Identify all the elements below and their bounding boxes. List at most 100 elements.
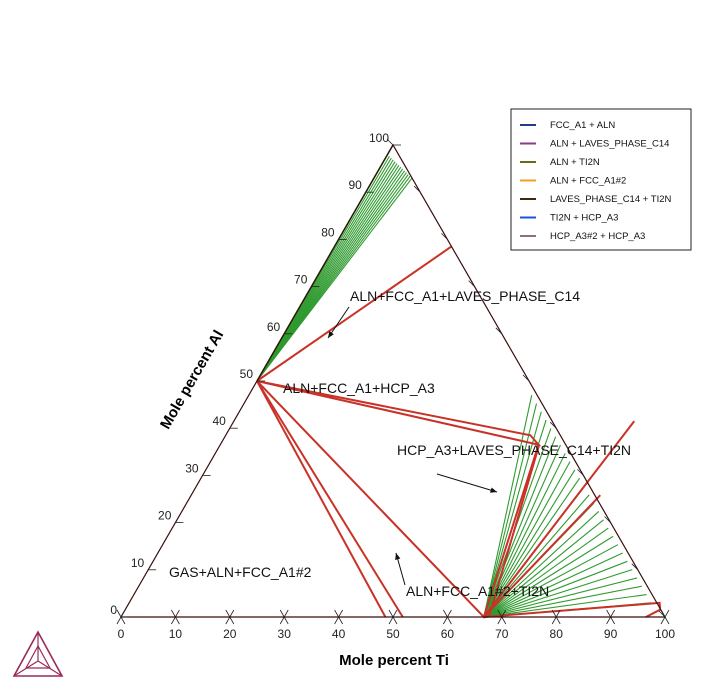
- x-tick-mark: [388, 609, 398, 625]
- x-tick-label: 10: [169, 627, 183, 641]
- region-label-aln-fcc-hcp: ALN+FCC_A1+HCP_A3: [283, 380, 435, 396]
- x-tick-label: 80: [550, 627, 564, 641]
- x-tick-mark: [334, 609, 343, 625]
- region-label-gas-aln-fcc2: GAS+ALN+FCC_A1#2: [169, 564, 312, 580]
- logo-inner-triangle: [24, 644, 52, 669]
- legend-entries: FCC_A1 + ALN ALN + LAVES_PHASE_C14 ALN + T…: [520, 120, 672, 242]
- y-tick-label: 100: [369, 131, 389, 145]
- tie-line-lower: [483, 403, 538, 618]
- right-tick-mark: [549, 421, 557, 429]
- logo-line-b: [13, 660, 39, 677]
- y-tick-label: 10: [131, 556, 145, 570]
- y-tick-label: 90: [348, 178, 362, 192]
- tie-line-lower: [483, 395, 533, 618]
- legend-label: LAVES_PHASE_C14 + TI2N: [550, 194, 672, 205]
- right-tick-mark: [631, 563, 639, 571]
- tie-line-lower: [483, 436, 557, 618]
- triangle-hcp-laves-ti2n: [483, 420, 636, 618]
- legend-label: ALN + TI2N: [550, 157, 600, 168]
- legend: FCC_A1 + ALN ALN + LAVES_PHASE_C14 ALN + T…: [510, 108, 692, 251]
- x-tick-label: 60: [441, 627, 455, 641]
- tie-line-lower: [483, 585, 642, 618]
- x-tick-label: 90: [604, 627, 618, 641]
- x-tick-label: 100: [655, 627, 675, 641]
- legend-label: TI2N + HCP_A3: [550, 213, 618, 224]
- tie-line-lower: [483, 469, 576, 618]
- y-tick-label: 70: [294, 273, 308, 287]
- tie-line-lower: [483, 577, 638, 618]
- triangle-gas-edge-a: [256, 380, 387, 618]
- right-tick-mark: [522, 374, 530, 382]
- logo-outer-triangle: [12, 630, 64, 677]
- arrow-hcp-laves-ti2n-head: [490, 487, 497, 493]
- triangle-small-right: [645, 608, 662, 618]
- x-tick-mark: [225, 609, 235, 625]
- x-tick-mark: [660, 609, 670, 625]
- x-tick-label: 70: [495, 627, 509, 641]
- tie-line-fans: [256, 144, 652, 618]
- y-tick-label: 20: [158, 509, 172, 523]
- x-tick-mark: [551, 609, 561, 625]
- triangle-aln-fcc-laves: [256, 380, 542, 447]
- legend-box: [510, 108, 692, 251]
- tie-line-upper: [256, 177, 413, 382]
- tie-line-lower: [483, 593, 647, 618]
- right-tick-mark: [577, 469, 584, 476]
- tie-line-lower: [483, 552, 623, 618]
- tie-line-lower: [483, 511, 600, 618]
- region-label-aln-fcc-laves: ALN+FCC_A1+LAVES_PHASE_C14: [350, 288, 580, 304]
- arrow-aln-fcc2-ti2n-head: [395, 553, 401, 560]
- annotation-arrows: [327, 306, 498, 586]
- y-tick-label: 80: [321, 225, 335, 239]
- x-axis-title: Mole percent Ti: [339, 652, 449, 669]
- tie-line-lower: [483, 544, 619, 618]
- logo-line-c: [37, 660, 63, 677]
- y-tick-label: 30: [185, 461, 199, 475]
- x-tick-mark: [497, 609, 507, 625]
- x-tick-label: 20: [223, 627, 237, 641]
- arrow-aln-fcc-laves-head: [328, 331, 334, 338]
- x-tick-label: 0: [118, 627, 125, 641]
- right-tick-mark: [468, 280, 475, 287]
- y-tick-label: 0: [110, 603, 117, 617]
- tie-line-lower: [483, 411, 542, 618]
- legend-label: HCP_A3#2 + HCP_A3: [550, 231, 645, 242]
- arrow-hcp-laves-ti2n: [436, 473, 498, 493]
- triangle-gas-edge-b: [256, 380, 404, 618]
- right-tick-mark: [441, 233, 448, 240]
- x-tick-mark: [171, 609, 180, 625]
- tie-line-lower: [483, 494, 590, 618]
- region-label-aln-fcc2-ti2n: ALN+FCC_A1#2+TI2N: [406, 583, 549, 599]
- x-tick-label: 40: [332, 627, 346, 641]
- triangle-upper-tie: [256, 245, 453, 382]
- tie-line-lower: [483, 461, 571, 618]
- y-tick-label: 60: [267, 320, 281, 334]
- x-tick-label: 50: [386, 627, 400, 641]
- x-tick-mark: [279, 609, 289, 625]
- tie-line-lower: [483, 569, 633, 618]
- tie-line-lower: [483, 535, 614, 618]
- region-label-hcp-laves-ti2n: HCP_A3+LAVES_PHASE_C14+TI2N: [397, 442, 631, 458]
- thermo-calc-logo: [12, 630, 64, 677]
- right-tick-mark: [495, 327, 503, 335]
- x-tick-mark: [606, 609, 615, 625]
- legend-label: ALN + LAVES_PHASE_C14: [550, 139, 669, 150]
- axis-ticks: 00 10 10 20 20 30 30 40 40 50 50 60 60 70 70 80 80 90 90 10…: [110, 131, 675, 641]
- triangle-hcp-right: [483, 601, 662, 618]
- x-tick-mark: [443, 609, 452, 625]
- tie-line-lower: [483, 560, 628, 618]
- legend-label: FCC_A1 + ALN: [550, 120, 615, 131]
- tie-line-lower: [483, 477, 581, 618]
- tie-line-lower: [483, 527, 609, 618]
- triangle-ti2n-edge: [483, 494, 601, 618]
- right-tick-mark: [413, 185, 421, 193]
- y-tick-label: 40: [212, 414, 226, 428]
- right-tick-mark: [386, 138, 394, 146]
- y-tick-label: 50: [240, 367, 254, 381]
- right-tick-mark: [604, 516, 611, 523]
- x-tick-label: 30: [278, 627, 292, 641]
- tie-line-lower: [483, 519, 604, 618]
- three-phase-triangles: [256, 245, 662, 619]
- legend-label: ALN + FCC_A1#2: [550, 176, 626, 187]
